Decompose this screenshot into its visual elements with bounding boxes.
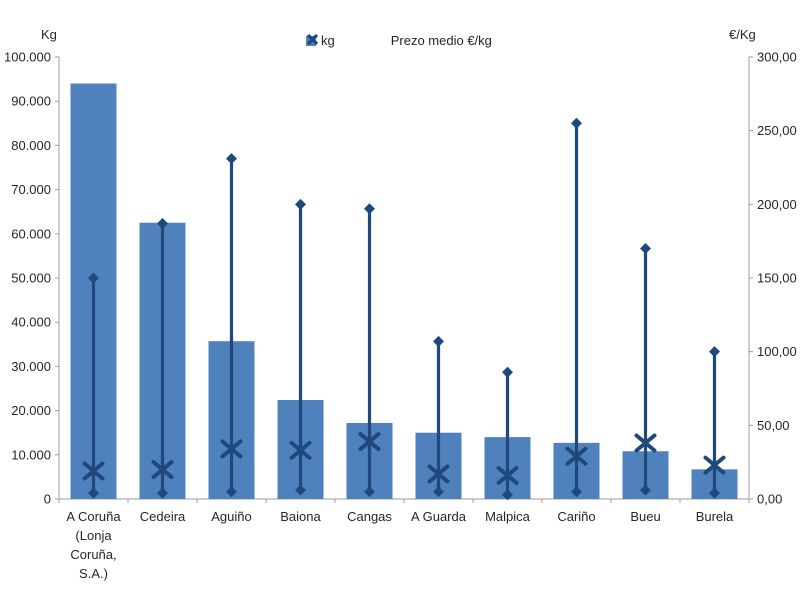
left-axis-tick-label: 100.000 bbox=[4, 50, 51, 65]
right-axis-title: €/Kg bbox=[729, 27, 756, 42]
price-min-marker-icon bbox=[640, 484, 651, 496]
price-max-marker-icon bbox=[709, 346, 720, 358]
right-axis-tick-label: 300,00 bbox=[757, 50, 797, 65]
category-label: Aguiño bbox=[211, 509, 251, 524]
price-mean-x-marker[interactable] bbox=[220, 439, 243, 459]
price-min-marker-icon bbox=[571, 486, 582, 498]
legend: kg Prezo medio €/kg bbox=[306, 33, 492, 48]
left-axis-tick-label: 30.000 bbox=[11, 359, 51, 374]
legend-label-kg: kg bbox=[321, 33, 335, 48]
price-max-marker-icon bbox=[364, 203, 375, 215]
left-axis-title: Kg bbox=[41, 27, 57, 42]
right-axis-tick-label: 200,00 bbox=[757, 197, 797, 212]
left-axis-tick-label: 10.000 bbox=[11, 447, 51, 462]
price-max-marker-icon bbox=[295, 198, 306, 210]
left-axis-tick-label: 20.000 bbox=[11, 403, 51, 418]
price-mean-x-marker[interactable] bbox=[289, 440, 312, 460]
category-label: Bueu bbox=[630, 509, 660, 524]
category-label: Cariño bbox=[557, 509, 595, 524]
category-label: Cangas bbox=[347, 509, 392, 524]
price-mean-x-marker[interactable] bbox=[151, 460, 174, 480]
price-mean-x-marker[interactable] bbox=[496, 465, 519, 485]
price-mean-x-marker[interactable] bbox=[358, 432, 381, 452]
price-max-marker-icon bbox=[157, 217, 168, 229]
right-axis-tick-label: 50,00 bbox=[757, 418, 790, 433]
price-mean-x-marker[interactable] bbox=[82, 461, 105, 481]
left-axis-tick-label: 80.000 bbox=[11, 138, 51, 153]
price-min-marker-icon bbox=[364, 486, 375, 498]
right-axis-tick-label: 0,00 bbox=[757, 492, 782, 507]
price-min-marker-icon bbox=[88, 487, 99, 499]
left-axis-tick-label: 90.000 bbox=[11, 94, 51, 109]
category-label: Burela bbox=[696, 509, 734, 524]
left-axis-tick-label: 50.000 bbox=[11, 271, 51, 286]
price-max-marker-icon bbox=[433, 335, 444, 347]
category-label: Malpica bbox=[485, 509, 531, 524]
price-min-marker-icon bbox=[295, 484, 306, 496]
price-mean-x-marker[interactable] bbox=[427, 464, 450, 484]
legend-item-prezo-medio[interactable]: Prezo medio €/kg bbox=[306, 33, 492, 48]
price-min-marker-icon bbox=[433, 486, 444, 498]
price-max-marker-icon bbox=[640, 243, 651, 255]
category-label: Baiona bbox=[280, 509, 321, 524]
right-axis-tick-label: 250,00 bbox=[757, 123, 797, 138]
category-label: A Guarda bbox=[411, 509, 467, 524]
left-axis-tick-label: 40.000 bbox=[11, 315, 51, 330]
category-label: A Coruña (Lonja Coruña, S.A.) bbox=[66, 509, 121, 581]
price-max-marker-icon bbox=[226, 153, 237, 165]
left-axis-tick-label: 60.000 bbox=[11, 226, 51, 241]
price-min-marker-icon bbox=[502, 489, 513, 501]
price-min-marker-icon bbox=[157, 487, 168, 499]
price-max-marker-icon bbox=[502, 366, 513, 378]
price-mean-x-marker[interactable] bbox=[703, 455, 726, 475]
price-max-marker-icon bbox=[88, 272, 99, 284]
left-axis-tick-label: 0 bbox=[44, 492, 51, 507]
left-axis-tick-label: 70.000 bbox=[11, 182, 51, 197]
legend-x-marker-icon bbox=[306, 33, 319, 46]
price-min-marker-icon bbox=[709, 487, 720, 499]
right-axis-tick-label: 150,00 bbox=[757, 271, 797, 286]
category-label: Cedeira bbox=[140, 509, 186, 524]
right-axis-tick-label: 100,00 bbox=[757, 344, 797, 359]
price-min-marker-icon bbox=[226, 486, 237, 498]
price-mean-x-marker[interactable] bbox=[565, 446, 588, 466]
price-mean-x-marker[interactable] bbox=[634, 433, 657, 453]
price-max-marker-icon bbox=[571, 117, 582, 129]
legend-label-prezo-medio: Prezo medio €/kg bbox=[390, 33, 492, 48]
